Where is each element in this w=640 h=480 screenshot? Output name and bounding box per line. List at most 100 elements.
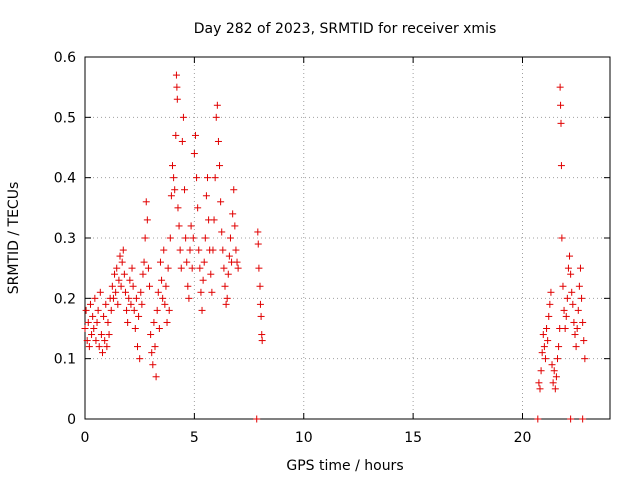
data-point xyxy=(579,415,587,423)
data-point xyxy=(208,288,216,296)
data-point xyxy=(91,294,99,302)
data-point xyxy=(561,325,569,332)
data-point xyxy=(143,216,151,224)
data-point xyxy=(178,137,186,145)
data-point xyxy=(563,294,571,302)
y-tick-label: 0.3 xyxy=(54,231,76,247)
data-point xyxy=(216,162,224,170)
data-point xyxy=(573,325,581,332)
data-point xyxy=(541,355,549,363)
data-point xyxy=(123,306,131,314)
data-point xyxy=(230,186,238,194)
data-point xyxy=(109,294,117,302)
data-point xyxy=(538,349,546,357)
data-point xyxy=(175,222,183,230)
data-point xyxy=(254,228,262,236)
data-point xyxy=(151,343,159,351)
data-point xyxy=(204,174,211,182)
data-point xyxy=(558,234,566,242)
data-point xyxy=(578,294,586,302)
x-axis-label: GPS time / hours xyxy=(286,458,403,474)
data-point xyxy=(173,95,181,103)
data-point xyxy=(135,312,143,320)
data-point xyxy=(115,276,123,284)
data-point xyxy=(89,312,97,320)
data-point xyxy=(114,300,122,308)
data-point xyxy=(210,216,218,224)
data-point xyxy=(222,300,230,308)
data-point xyxy=(223,294,231,302)
data-point xyxy=(93,318,101,326)
data-point xyxy=(154,288,162,296)
data-point xyxy=(557,162,565,170)
data-point xyxy=(193,174,201,182)
data-point xyxy=(162,282,170,290)
data-point xyxy=(202,192,210,200)
data-point xyxy=(181,186,189,194)
data-point xyxy=(226,234,234,242)
data-point xyxy=(534,415,542,423)
data-point xyxy=(190,150,198,158)
data-point xyxy=(172,71,180,79)
data-point xyxy=(124,318,132,326)
data-point xyxy=(132,294,140,302)
data-point xyxy=(187,222,195,230)
y-tick-label: 0.2 xyxy=(54,291,76,307)
data-point xyxy=(197,288,205,296)
data-point xyxy=(568,288,576,296)
data-point xyxy=(117,282,125,290)
data-point xyxy=(142,198,150,206)
data-point xyxy=(174,204,182,212)
data-point xyxy=(569,300,577,308)
data-point xyxy=(213,101,221,109)
data-point xyxy=(218,228,226,236)
data-point xyxy=(170,174,178,182)
x-tick-label: 10 xyxy=(295,430,313,446)
data-point xyxy=(105,331,113,339)
data-point xyxy=(539,331,547,339)
data-point xyxy=(172,131,180,139)
data-point xyxy=(544,337,552,345)
data-point xyxy=(571,331,579,339)
data-point xyxy=(152,373,160,381)
data-points xyxy=(81,71,589,423)
data-point xyxy=(566,252,574,260)
data-point xyxy=(159,294,167,302)
x-tick-label: 15 xyxy=(404,430,422,446)
x-tick-label: 5 xyxy=(190,430,199,446)
data-point xyxy=(160,246,168,254)
data-point xyxy=(140,258,148,266)
y-axis-label: SRMTID / TECUs xyxy=(6,182,22,295)
data-point xyxy=(173,83,181,91)
data-point xyxy=(556,83,564,91)
plot-frame xyxy=(84,56,611,420)
data-point xyxy=(207,270,215,278)
data-point xyxy=(212,113,220,121)
data-point xyxy=(548,361,556,369)
data-point xyxy=(258,337,266,345)
data-point xyxy=(564,264,572,272)
data-point xyxy=(545,312,553,320)
data-point xyxy=(201,234,209,242)
data-point xyxy=(257,312,265,320)
data-point xyxy=(136,355,144,363)
data-point xyxy=(149,361,157,369)
data-point xyxy=(570,318,578,326)
data-point xyxy=(108,282,116,290)
x-tick-label: 0 xyxy=(81,430,90,446)
data-point xyxy=(234,264,242,272)
data-point xyxy=(554,355,561,363)
data-point xyxy=(536,385,544,393)
data-point xyxy=(127,300,135,308)
data-point xyxy=(126,276,134,284)
data-point xyxy=(258,331,266,339)
data-point xyxy=(125,294,133,302)
y-tick-label: 0.1 xyxy=(54,352,76,368)
data-point xyxy=(196,264,204,272)
y-tick-label: 0.4 xyxy=(54,171,76,187)
data-point xyxy=(179,113,187,121)
data-point xyxy=(88,331,96,339)
data-point xyxy=(256,300,264,308)
data-point xyxy=(165,306,173,314)
data-point xyxy=(92,337,100,345)
